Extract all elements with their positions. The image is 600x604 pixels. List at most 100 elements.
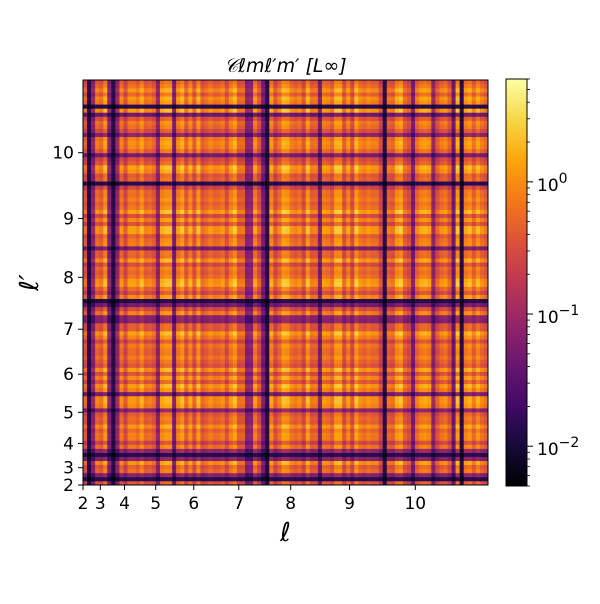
- heatmap-cell: [119, 420, 124, 425]
- heatmap-cell: [297, 456, 302, 461]
- heatmap-cell: [164, 456, 169, 461]
- heatmap-cell: [439, 412, 444, 417]
- heatmap-cell: [431, 359, 436, 364]
- heatmap-cell: [378, 452, 383, 457]
- heatmap-cell: [232, 399, 238, 405]
- heatmap-cell: [155, 436, 161, 441]
- heatmap-cell: [83, 339, 88, 344]
- heatmap-cell: [127, 310, 132, 316]
- heatmap-cell: [431, 355, 436, 360]
- heatmap-cell: [297, 375, 302, 380]
- heatmap-cell: [374, 318, 379, 324]
- heatmap-cell: [91, 444, 96, 449]
- heatmap-cell: [334, 331, 339, 336]
- heatmap-cell: [326, 391, 331, 397]
- heatmap-cell: [220, 367, 226, 372]
- heatmap-cell: [236, 436, 242, 441]
- heatmap-cell: [180, 416, 185, 421]
- heatmap-cell: [309, 302, 315, 308]
- heatmap-cell: [192, 314, 197, 320]
- heatmap-cell: [334, 347, 339, 352]
- heatmap-cell: [301, 391, 307, 397]
- heatmap-cell: [459, 302, 464, 308]
- heatmap-cell: [265, 444, 270, 449]
- heatmap-cell: [103, 428, 108, 433]
- heatmap-cell: [415, 383, 420, 389]
- heatmap-cell: [313, 472, 319, 478]
- heatmap-cell: [208, 468, 213, 474]
- heatmap-cell: [309, 472, 315, 478]
- heatmap-cell: [419, 428, 424, 433]
- heatmap-cell: [139, 290, 145, 295]
- heatmap-cell: [155, 302, 161, 308]
- heatmap-cell: [459, 383, 464, 389]
- heatmap-cell: [390, 363, 396, 368]
- heatmap-cell: [330, 327, 335, 332]
- heatmap-cell: [131, 472, 136, 478]
- heatmap-cell: [220, 375, 226, 380]
- heatmap-cell: [309, 282, 315, 287]
- heatmap-cell: [407, 298, 412, 304]
- heatmap-cell: [87, 318, 92, 324]
- heatmap-cell: [103, 343, 108, 348]
- heatmap-cell: [378, 428, 383, 433]
- heatmap-cell: [407, 472, 412, 478]
- heatmap-cell: [313, 424, 319, 429]
- heatmap-cell: [289, 448, 294, 453]
- heatmap-cell: [447, 343, 452, 348]
- heatmap-cell: [402, 424, 408, 429]
- heatmap-cell: [479, 428, 485, 433]
- heatmap-cell: [115, 444, 120, 449]
- heatmap-cell: [224, 335, 230, 340]
- heatmap-cell: [435, 391, 440, 397]
- heatmap-cell: [277, 347, 282, 352]
- heatmap-cell: [358, 359, 363, 364]
- heatmap-cell: [366, 351, 371, 356]
- heatmap-cell: [147, 420, 153, 425]
- heatmap-cell: [358, 282, 363, 287]
- heatmap-cell: [115, 432, 120, 437]
- heatmap-cell: [439, 480, 444, 486]
- heatmap-cell: [240, 391, 246, 397]
- heatmap-cell: [135, 399, 140, 405]
- heatmap-cell: [330, 367, 335, 372]
- heatmap-cell: [334, 452, 339, 457]
- heatmap-cell: [431, 456, 436, 461]
- heatmap-cell: [139, 298, 145, 304]
- heatmap-cell: [115, 456, 120, 461]
- heatmap-cell: [378, 375, 383, 380]
- heatmap-cell: [147, 363, 153, 368]
- heatmap-cell: [374, 420, 379, 425]
- heatmap-cell: [107, 408, 112, 413]
- heatmap-cell: [249, 444, 254, 449]
- heatmap-cell: [115, 355, 120, 360]
- heatmap-cell: [95, 310, 100, 316]
- heatmap-cell: [123, 408, 128, 413]
- heatmap-cell: [107, 416, 112, 421]
- heatmap-cell: [411, 432, 416, 437]
- heatmap-cell: [427, 347, 432, 352]
- heatmap-cell: [281, 420, 286, 425]
- heatmap-cell: [431, 404, 436, 409]
- heatmap-cell: [285, 335, 290, 340]
- heatmap-cell: [147, 416, 153, 421]
- heatmap-cell: [321, 375, 327, 380]
- heatmap-cell: [374, 367, 379, 372]
- heatmap-cell: [91, 416, 96, 421]
- heatmap-cell: [257, 375, 262, 380]
- heatmap-cell: [204, 391, 209, 397]
- heatmap-cell: [228, 335, 234, 340]
- heatmap-cell: [479, 355, 485, 360]
- heatmap-cell: [253, 294, 258, 299]
- heatmap-cell: [269, 355, 274, 360]
- heatmap-cell: [479, 440, 485, 445]
- heatmap-cell: [342, 367, 347, 372]
- heatmap-cell: [232, 371, 238, 376]
- heatmap-cell: [289, 412, 294, 417]
- heatmap-cell: [99, 375, 104, 380]
- heatmap-cell: [139, 472, 145, 478]
- heatmap-cell: [427, 323, 432, 328]
- heatmap-cell: [257, 367, 262, 372]
- heatmap-cell: [370, 351, 375, 356]
- heatmap-cell: [378, 391, 383, 397]
